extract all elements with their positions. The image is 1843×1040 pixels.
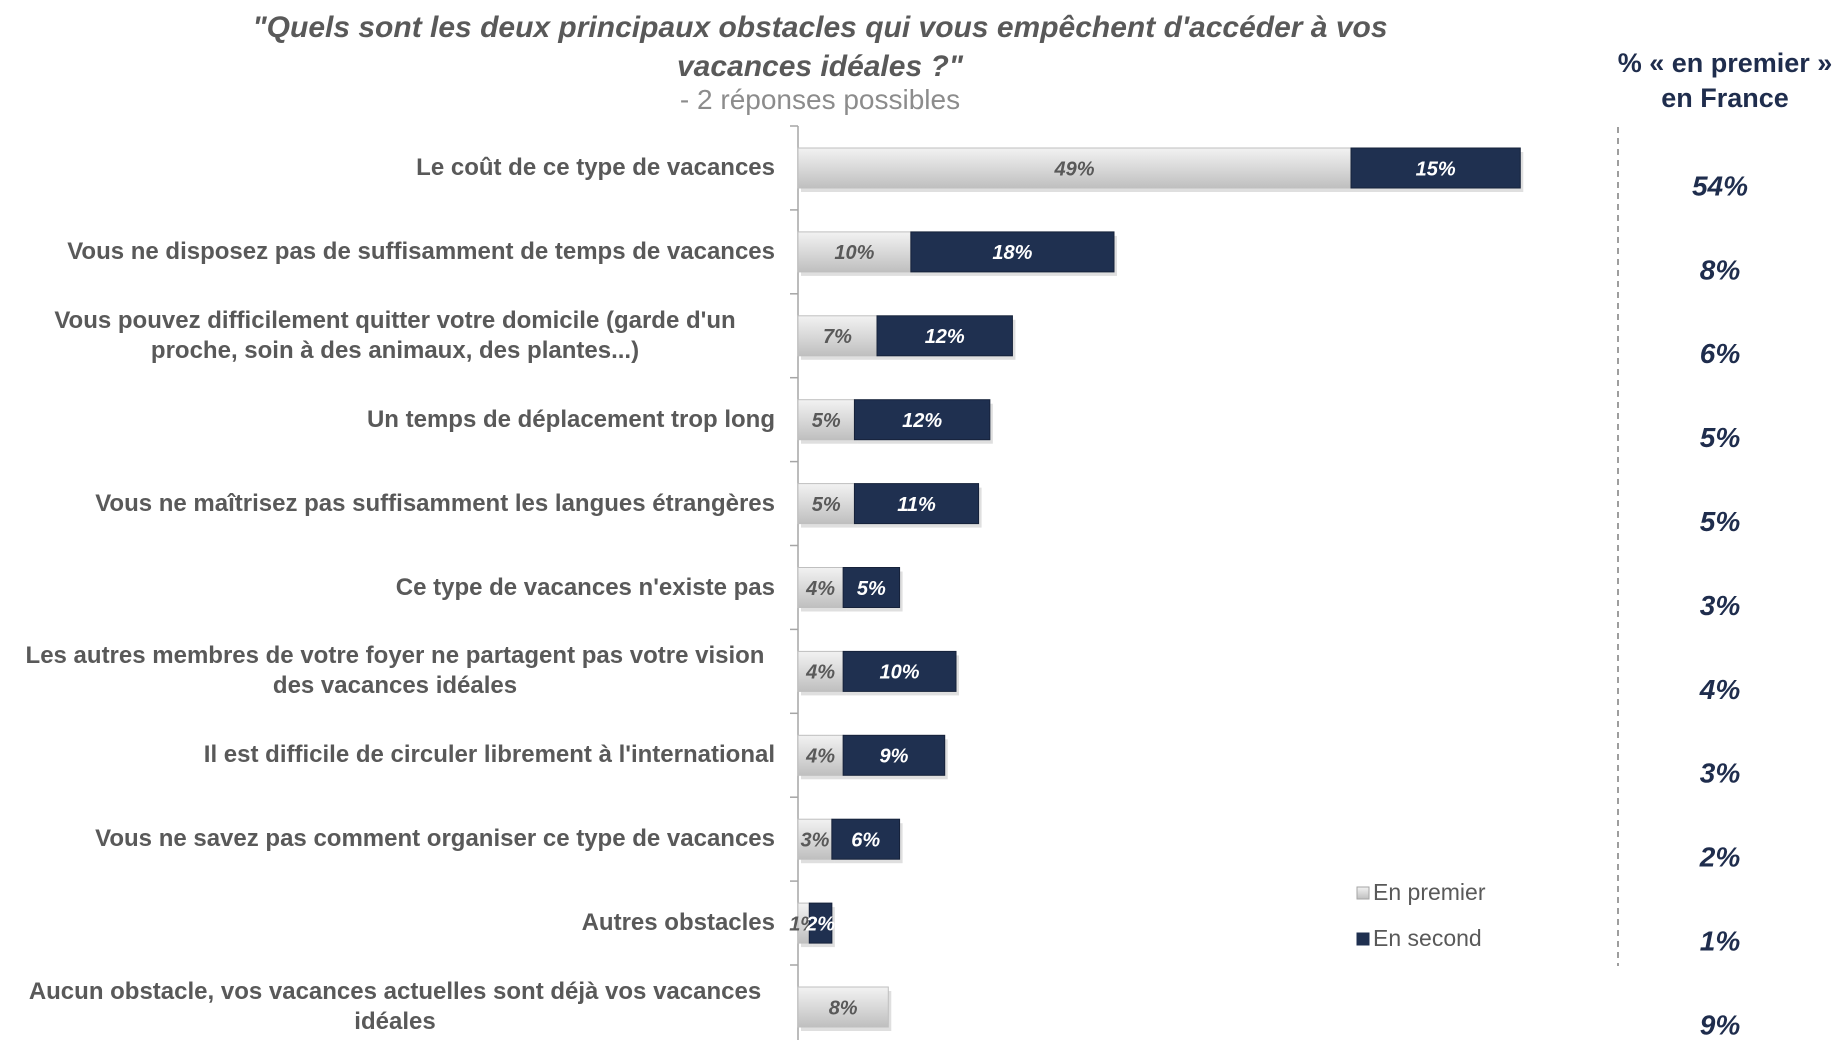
category-label: Le coût de ce type de vacances <box>416 154 775 181</box>
bar <box>797 567 844 608</box>
value-label: 10% <box>880 662 920 684</box>
category-label: Vous ne maîtrisez pas suffisamment les l… <box>95 489 775 517</box>
bar <box>797 147 1352 189</box>
category-label: Ce type de vacances n'existe pas <box>395 573 775 601</box>
bar <box>797 315 878 357</box>
bar <box>797 986 889 1028</box>
bar <box>797 650 844 692</box>
value-label: 5% <box>812 494 841 516</box>
legend-swatch <box>1356 932 1370 946</box>
category-label: Aucun obstacle, vos vacances actuelles s… <box>28 978 762 1035</box>
category-label: Les autres membres de votre foyer ne par… <box>25 642 765 700</box>
side-value: 1% <box>1700 925 1741 956</box>
bar <box>797 399 855 441</box>
category-label: Vous pouvez difficilement quitter votre … <box>54 306 736 364</box>
category-label: Vous ne disposez pas de suffisamment de … <box>67 237 775 265</box>
value-label: 12% <box>925 326 965 348</box>
bar <box>797 231 912 273</box>
bar <box>853 483 980 525</box>
value-label: 2% <box>805 913 835 935</box>
value-label: 9% <box>879 746 908 768</box>
bar <box>842 567 901 608</box>
side-value: 5% <box>1700 422 1741 453</box>
bar <box>876 315 1013 357</box>
value-label: 5% <box>812 410 841 432</box>
bar <box>797 818 833 860</box>
value-label: 4% <box>805 746 835 768</box>
bar <box>1350 147 1521 189</box>
bar <box>797 483 855 525</box>
side-value: 3% <box>1700 758 1741 789</box>
side-value: 54% <box>1692 170 1748 201</box>
bar <box>797 734 844 776</box>
value-label: 12% <box>902 410 942 432</box>
side-value: 4% <box>1699 674 1741 705</box>
side-value: 8% <box>1700 254 1741 285</box>
legend-label: En second <box>1373 925 1482 951</box>
bar <box>842 650 957 692</box>
side-value: 5% <box>1700 506 1741 537</box>
value-label: 11% <box>897 494 936 516</box>
side-value: 2% <box>1699 842 1741 873</box>
value-label: 6% <box>851 829 880 851</box>
value-label: 8% <box>829 997 858 1019</box>
value-label: 49% <box>1053 158 1094 180</box>
category-label: Autres obstacles <box>581 909 775 937</box>
value-label: 4% <box>805 662 835 684</box>
value-label: 18% <box>992 242 1032 264</box>
bar <box>853 399 991 441</box>
side-value: 3% <box>1700 590 1741 621</box>
value-label: 5% <box>857 578 886 600</box>
chart-subtitle: - 2 réponses possibles <box>679 84 961 115</box>
value-label: 3% <box>800 829 829 851</box>
side-column-title: % « en premier » en France <box>1617 48 1833 113</box>
chart-title: "Quels sont les deux principaux obstacle… <box>252 11 1388 83</box>
bar <box>808 902 833 944</box>
legend-label: En premier <box>1373 879 1486 905</box>
category-label: Il est difficile de circuler librement à… <box>203 741 775 769</box>
category-label: Un temps de déplacement trop long <box>366 405 775 433</box>
legend-swatch <box>1356 886 1370 900</box>
side-value: 9% <box>1700 1009 1741 1040</box>
value-label: 7% <box>823 326 852 348</box>
value-label: 15% <box>1416 158 1456 180</box>
side-value: 6% <box>1700 338 1741 369</box>
bar <box>831 818 901 860</box>
bar <box>842 734 946 776</box>
bar <box>910 231 1115 273</box>
value-label: 10% <box>834 242 874 264</box>
value-label: 4% <box>805 578 835 600</box>
category-label: Vous ne savez pas comment organiser ce t… <box>95 825 775 853</box>
